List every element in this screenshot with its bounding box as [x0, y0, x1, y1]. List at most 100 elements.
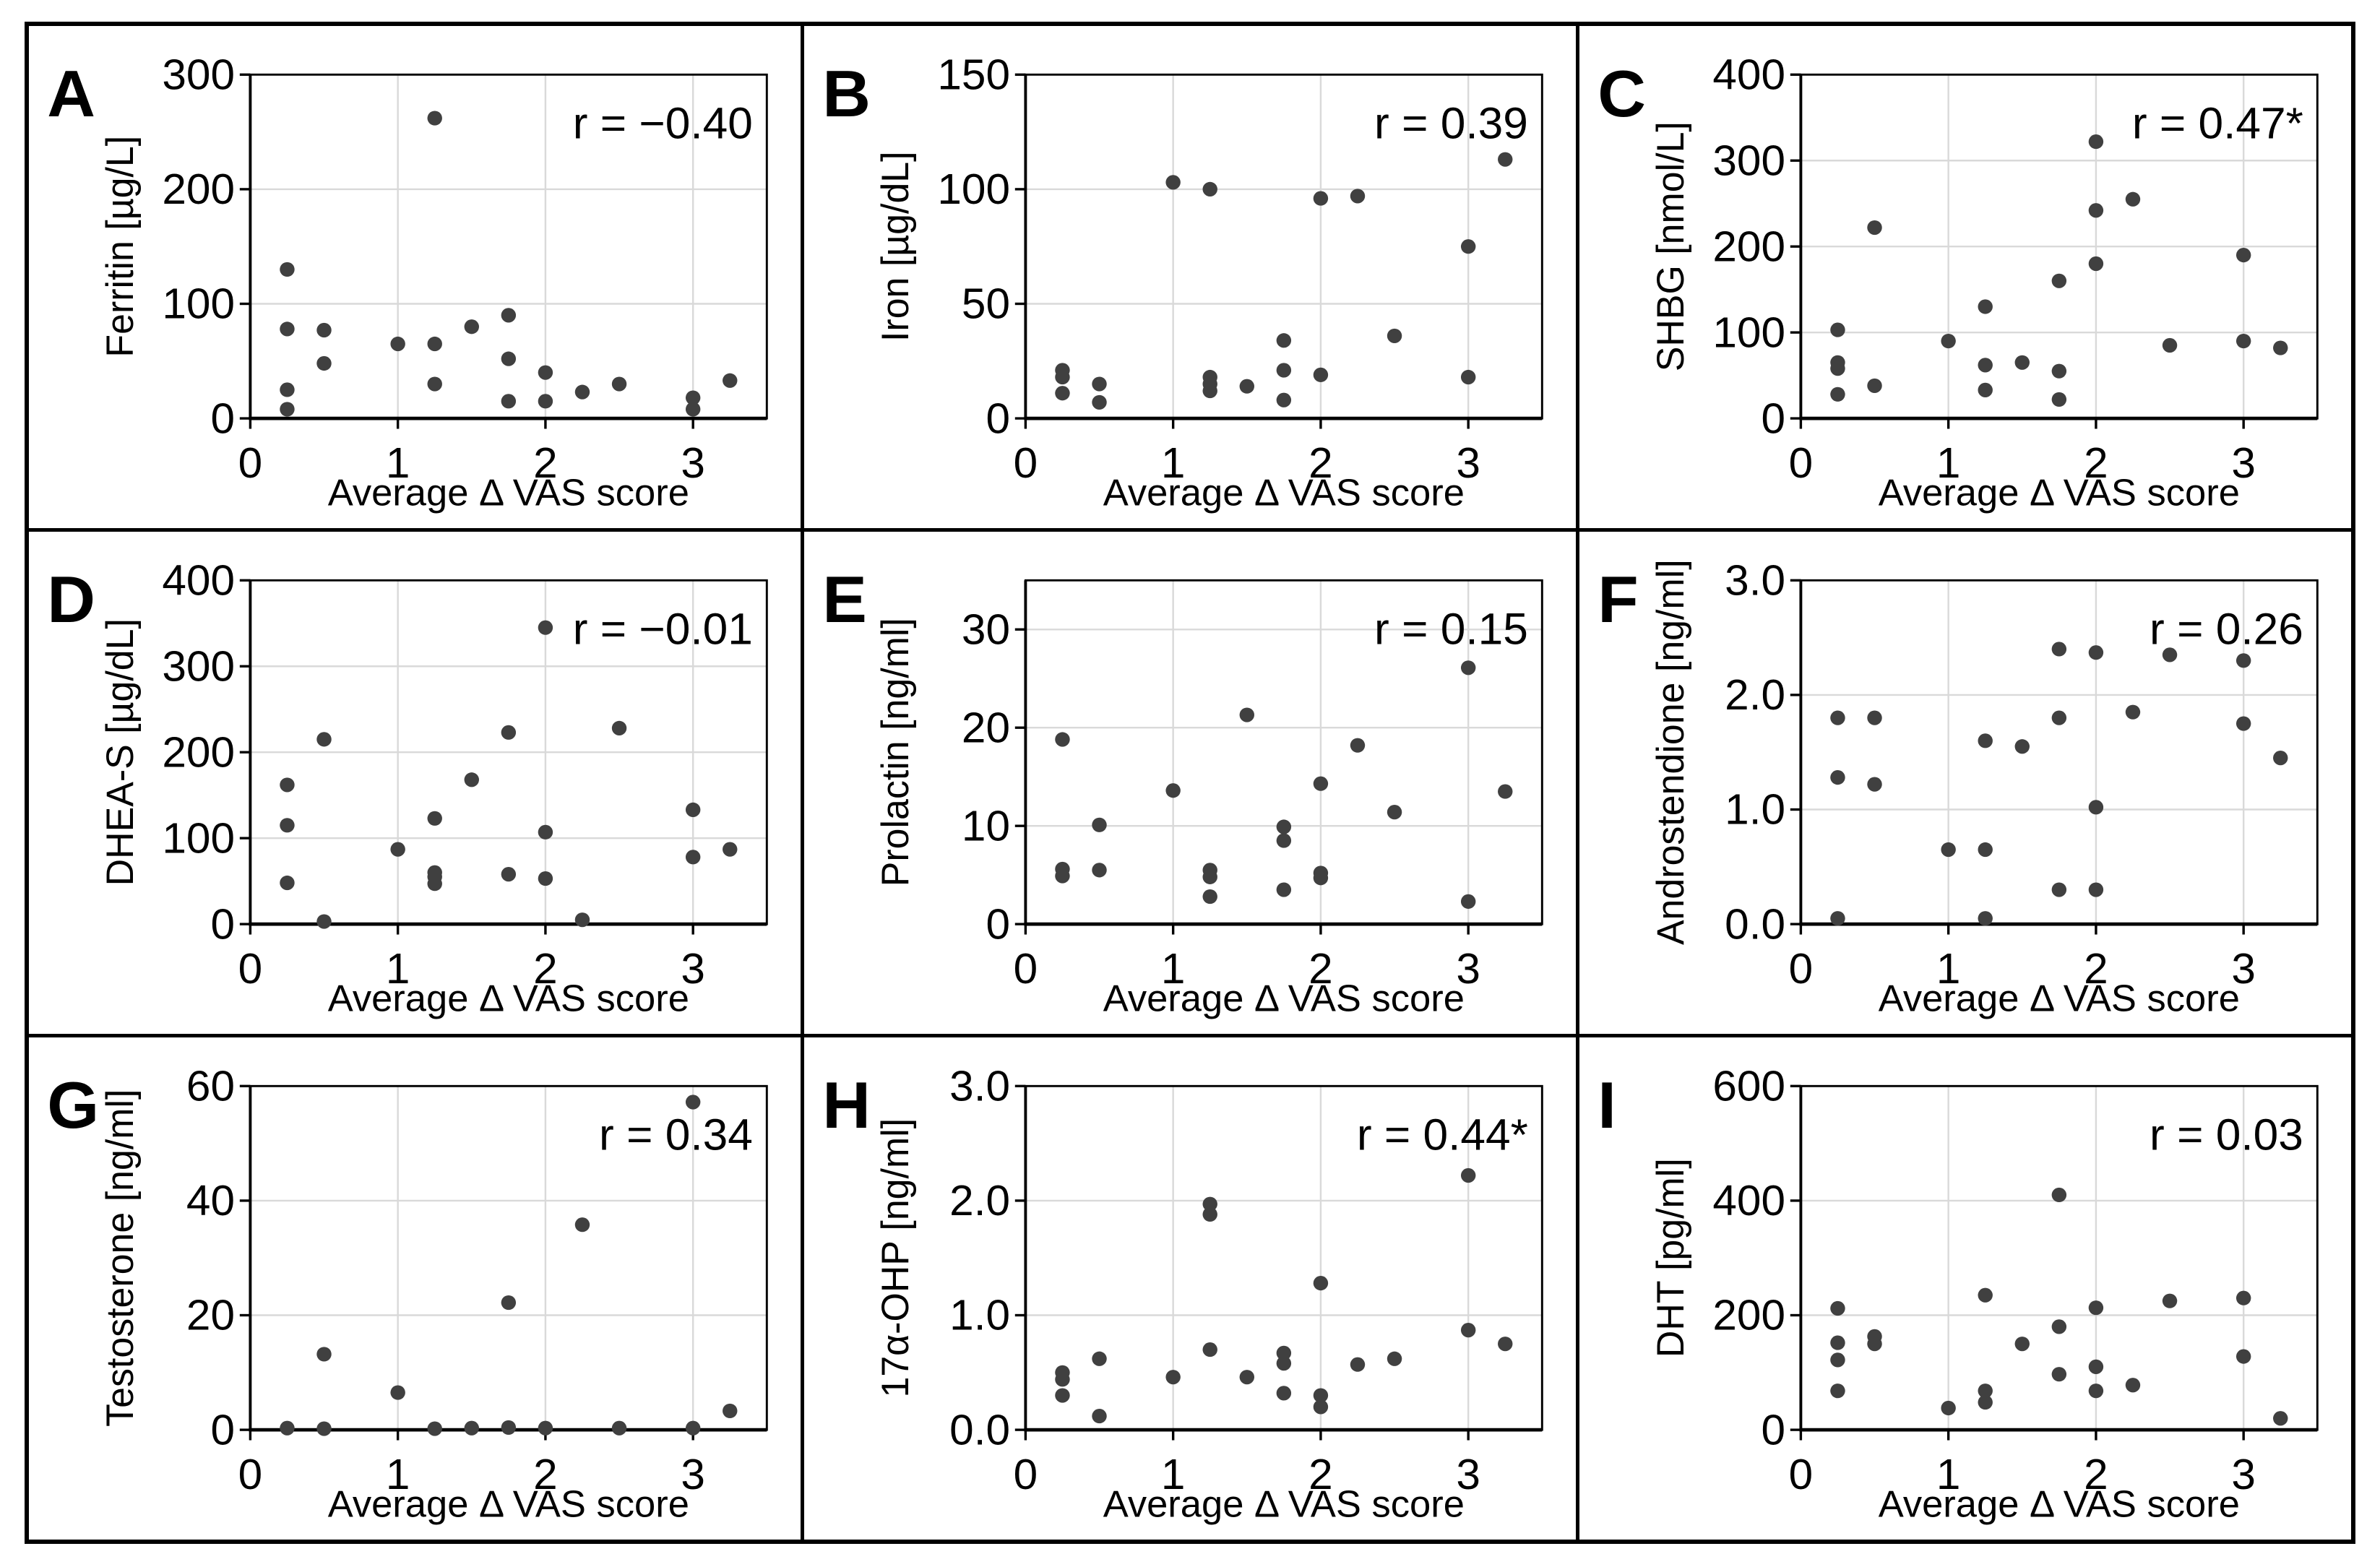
r-value-label: r = 0.44* — [1357, 1110, 1528, 1160]
y-axis-title: SHBG [nmol/L] — [1650, 121, 1692, 371]
data-point — [427, 111, 442, 126]
y-tick-label: 0 — [210, 1406, 235, 1454]
data-point — [1498, 1337, 1513, 1352]
data-point — [280, 1420, 295, 1436]
x-tick-label: 2 — [1308, 944, 1333, 993]
y-tick-label: 50 — [962, 280, 1010, 328]
data-point — [685, 402, 701, 417]
x-tick-label: 2 — [2084, 1450, 2108, 1498]
data-point — [611, 376, 627, 392]
data-point — [1867, 1337, 1882, 1352]
y-tick-label: 200 — [1712, 223, 1785, 271]
x-tick-label: 2 — [1308, 1450, 1333, 1498]
y-tick-label: 20 — [186, 1291, 235, 1339]
data-point — [1239, 707, 1254, 722]
data-point — [1830, 1300, 1845, 1316]
x-tick-label: 0 — [238, 1450, 263, 1498]
data-point — [1460, 1167, 1476, 1183]
panel-A-chart: 0 1 2 3 0 100 200 300 A r = −0.40 Average Δ VAS sc… — [47, 51, 768, 514]
data-point — [2051, 1187, 2067, 1203]
data-point — [2235, 716, 2251, 731]
data-point — [1276, 1345, 1292, 1360]
data-point — [685, 802, 701, 817]
data-point — [2162, 647, 2178, 662]
data-point — [1313, 1388, 1329, 1403]
panel-letter: B — [822, 57, 871, 130]
panel-letter: F — [1598, 563, 1638, 636]
data-point — [538, 365, 553, 380]
x-tick-label: 2 — [533, 439, 558, 487]
y-tick-label: 2.0 — [1725, 670, 1785, 719]
r-value-label: r = −0.40 — [573, 99, 753, 149]
r-value-label: r = 0.39 — [1374, 99, 1528, 149]
data-point — [316, 1421, 332, 1436]
data-point — [1830, 1383, 1845, 1399]
x-tick-label: 3 — [681, 944, 705, 993]
data-point — [1202, 1196, 1217, 1212]
data-point — [1276, 819, 1292, 834]
y-axis-title: Iron [µg/dL] — [875, 151, 917, 342]
data-point — [2235, 248, 2251, 263]
x-axis-title: Average Δ VAS score — [328, 472, 689, 514]
y-tick-label: 0 — [986, 394, 1010, 443]
y-tick-label: 200 — [1712, 1291, 1785, 1339]
data-point — [1202, 383, 1217, 399]
data-point — [1055, 369, 1070, 385]
data-point — [1165, 783, 1181, 798]
x-tick-label: 2 — [2084, 944, 2108, 993]
data-point — [574, 384, 590, 400]
data-point — [685, 1420, 701, 1436]
data-point — [1830, 770, 1845, 785]
data-point — [1830, 361, 1845, 376]
y-tick-label: 600 — [1712, 1062, 1785, 1110]
data-point — [427, 336, 442, 352]
data-point — [1276, 363, 1292, 378]
data-point — [723, 373, 738, 388]
panel-C-chart: 0 1 2 3 0 100 200 300 400 C r = 0.47* Average Δ VAS… — [1598, 51, 2319, 514]
data-point — [1313, 1399, 1329, 1415]
x-tick-label: 2 — [1308, 439, 1333, 487]
data-point — [2125, 1378, 2141, 1393]
y-axis-title: DHT [pg/ml] — [1650, 1158, 1692, 1357]
x-tick-label: 3 — [681, 1450, 705, 1498]
data-point — [1313, 776, 1329, 791]
x-tick-label: 3 — [1456, 439, 1480, 487]
data-point — [2051, 642, 2067, 657]
data-point — [1498, 152, 1513, 167]
x-tick-label: 1 — [386, 1450, 410, 1498]
panel-letter: E — [822, 563, 867, 636]
y-tick-label: 300 — [162, 642, 235, 691]
x-axis-title: Average Δ VAS score — [1103, 472, 1465, 514]
y-tick-label: 400 — [1712, 51, 1785, 99]
data-point — [1830, 911, 1845, 926]
y-tick-label: 200 — [162, 728, 235, 777]
data-point — [2162, 337, 2178, 353]
x-tick-label: 3 — [2231, 439, 2256, 487]
y-tick-label: 0 — [1761, 1406, 1785, 1454]
data-point — [501, 1295, 517, 1311]
y-tick-label: 0 — [210, 900, 235, 949]
data-point — [1276, 333, 1292, 348]
data-point — [427, 1421, 442, 1436]
data-point — [1092, 376, 1107, 392]
data-point — [1978, 733, 1993, 748]
data-point — [1830, 387, 1845, 402]
y-tick-label: 100 — [1712, 308, 1785, 357]
data-point — [501, 351, 517, 366]
y-tick-label: 1.0 — [1725, 785, 1785, 834]
x-tick-label: 3 — [2231, 1450, 2256, 1498]
data-point — [1202, 1206, 1217, 1222]
x-tick-label: 1 — [386, 944, 410, 993]
data-point — [427, 811, 442, 826]
data-point — [1460, 894, 1476, 909]
data-point — [1165, 175, 1181, 190]
data-point — [427, 376, 442, 392]
data-point — [1350, 738, 1366, 753]
data-point — [1978, 299, 1993, 314]
data-point — [1092, 817, 1107, 832]
data-point — [390, 1385, 405, 1400]
x-axis-title: Average Δ VAS score — [1879, 1484, 2240, 1526]
panel-letter: H — [822, 1069, 871, 1141]
